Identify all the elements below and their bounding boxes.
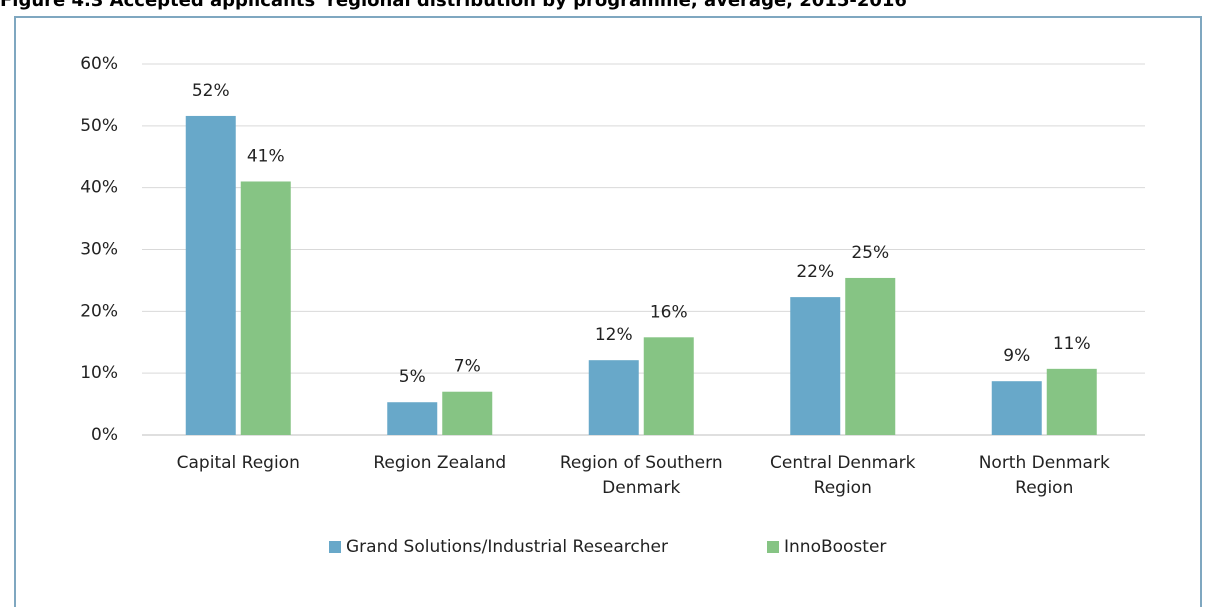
- y-tick-label: 50%: [80, 116, 118, 136]
- data-label: 25%: [851, 243, 889, 263]
- bar: [387, 402, 438, 435]
- legend-label: InnoBooster: [784, 537, 887, 557]
- bar: [185, 115, 236, 435]
- legend-label: Grand Solutions/Industrial Researcher: [346, 537, 668, 557]
- legend-swatch: [767, 541, 779, 553]
- data-label: 11%: [1053, 334, 1091, 354]
- data-label: 52%: [192, 81, 230, 101]
- legend-swatch: [329, 541, 341, 553]
- x-tick-label: Region of Southern Denmark: [559, 453, 723, 498]
- legend-item: Grand Solutions/Industrial Researcher: [329, 537, 668, 557]
- y-tick-label: 60%: [80, 54, 118, 74]
- y-tick-label: 40%: [80, 178, 118, 198]
- data-label: 9%: [1003, 346, 1030, 366]
- chart-title: Figure 4.3 Accepted applicants' regional…: [0, 0, 907, 11]
- y-tick-label: 30%: [80, 240, 118, 260]
- x-tick-label: Capital Region: [176, 453, 300, 473]
- data-label: 16%: [650, 302, 688, 322]
- data-label: 5%: [399, 367, 426, 387]
- bar: [442, 391, 493, 435]
- bar: [1046, 368, 1097, 435]
- data-label: 41%: [247, 146, 285, 166]
- x-tick-label: Region Zealand: [373, 453, 507, 473]
- bar: [240, 181, 291, 435]
- bar: [845, 277, 896, 435]
- bar: [991, 381, 1042, 435]
- data-label: 7%: [454, 357, 481, 377]
- bar: [588, 360, 639, 435]
- data-label: 12%: [595, 325, 633, 345]
- y-tick-label: 0%: [91, 425, 118, 445]
- bar: [643, 337, 694, 435]
- frame: [14, 16, 1202, 607]
- data-label: 22%: [796, 262, 834, 282]
- y-tick-label: 20%: [80, 301, 118, 321]
- bar: [790, 297, 841, 435]
- y-tick-label: 10%: [80, 363, 118, 383]
- x-tick-label: Central Denmark Region: [770, 453, 916, 498]
- legend-item: InnoBooster: [767, 537, 886, 557]
- x-tick-label: North Denmark Region: [978, 453, 1110, 498]
